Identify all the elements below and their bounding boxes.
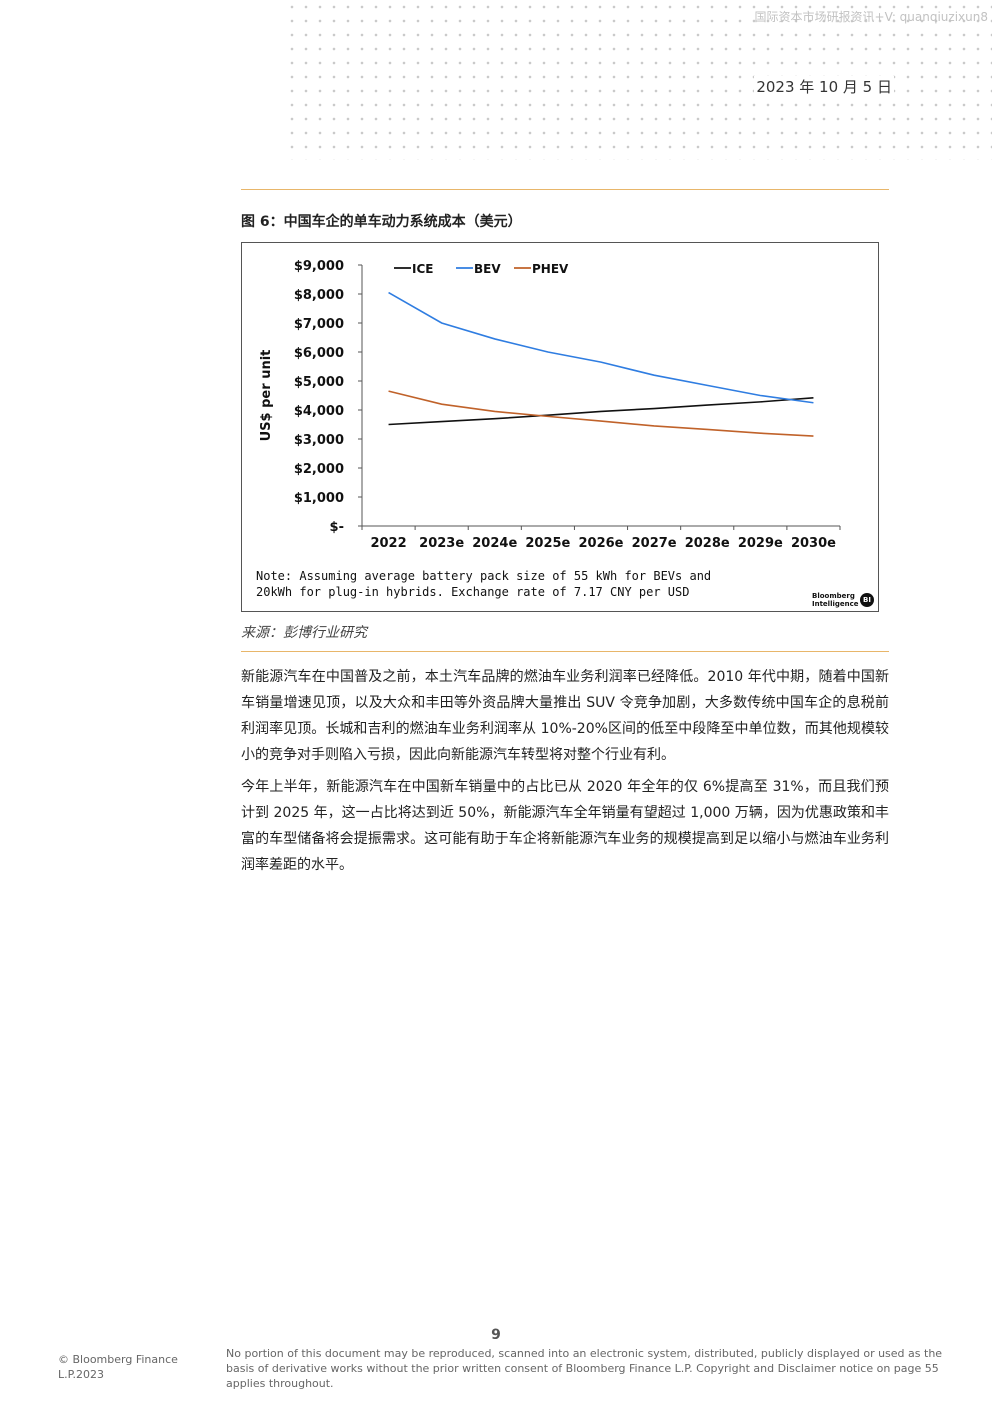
body-paragraph-2: 今年上半年，新能源汽车在中国新车销量中的占比已从 2020 年全年的仅 6%提高… <box>241 779 889 873</box>
x-tick-label: 2022 <box>370 536 406 551</box>
legend-label-bev: BEV <box>474 262 501 276</box>
body-paragraph-1: 新能源汽车在中国普及之前，本土汽车品牌的燃油车业务利润率已经降低。2010 年代… <box>241 669 889 763</box>
y-tick-label: $6,000 <box>294 346 344 361</box>
y-tick-label: $8,000 <box>294 288 344 303</box>
chart-note-line-1: Note: Assuming average battery pack size… <box>256 569 712 583</box>
series-line-phev <box>388 390 814 437</box>
x-tick-label: 2028e <box>685 536 730 551</box>
y-tick-label: $3,000 <box>294 433 344 448</box>
footer-disclaimer: No portion of this document may be repro… <box>226 1347 943 1390</box>
chart-note-line-2: 20kWh for plug-in hybrids. Exchange rate… <box>256 585 690 599</box>
series-line-ice <box>388 397 814 426</box>
x-tick-label: 2029e <box>738 536 783 551</box>
chart-note: Note: Assuming average battery pack size… <box>256 568 711 600</box>
watermark-text: 国际资本市场研报资讯+V: quanqiuzixun8 <box>754 10 988 24</box>
page-number: 9 <box>491 1327 501 1343</box>
chart-container: $- $1,000 $2,000 $3,000 $4,000 $5,000 $6,000 $7… <box>241 242 879 612</box>
y-tick-label: $2,000 <box>294 462 344 477</box>
legend-label-ice: ICE <box>412 262 433 276</box>
report-date: 2023 年 10 月 5 日 <box>754 76 894 97</box>
x-tick-label: 2027e <box>632 536 677 551</box>
top-divider <box>241 189 889 190</box>
logo-line-1: Bloomberg <box>812 592 855 600</box>
x-tick-label: 2026e <box>579 536 624 551</box>
y-tick-label: $1,000 <box>294 491 344 506</box>
x-tick-label: 2025e <box>525 536 570 551</box>
y-tick-label: $9,000 <box>294 259 344 274</box>
series-line-bev <box>388 291 814 404</box>
x-tick-label: 2030e <box>791 536 836 551</box>
powertrain-cost-chart: $- $1,000 $2,000 $3,000 $4,000 $5,000 $6,000 $7… <box>259 259 841 551</box>
y-tick-label: $- <box>330 520 344 535</box>
x-tick-label: 2023e <box>419 536 464 551</box>
logo-line-2: Intelligence <box>812 600 859 608</box>
y-tick-label: $7,000 <box>294 317 344 332</box>
bloomberg-intelligence-logo: Bloomberg Intelligence <box>812 592 859 608</box>
source-divider <box>241 651 889 652</box>
legend-label-phev: PHEV <box>532 262 569 276</box>
bi-badge-icon: BI <box>860 593 874 607</box>
figure-title: 图 6：中国车企的单车动力系统成本（美元） <box>241 214 522 230</box>
y-tick-label: $5,000 <box>294 375 344 390</box>
y-tick-label: $4,000 <box>294 404 344 419</box>
figure-source: 来源：彭博行业研究 <box>241 625 367 641</box>
y-axis-title: US$ per unit <box>259 350 274 442</box>
x-tick-label: 2024e <box>472 536 517 551</box>
footer-copyright: © Bloomberg Finance L.P.2023 <box>58 1353 178 1381</box>
